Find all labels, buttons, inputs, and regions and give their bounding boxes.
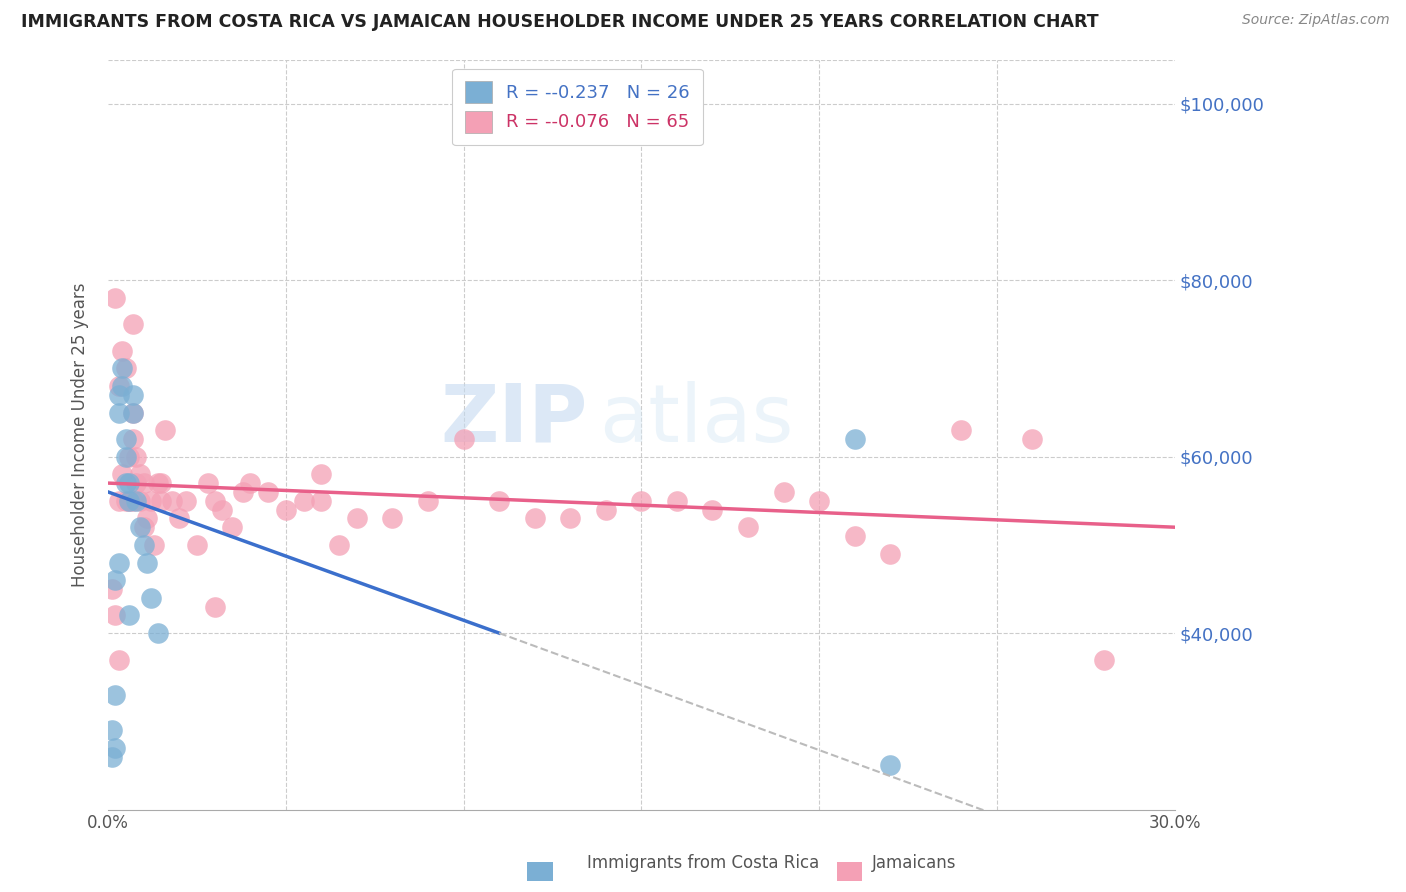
Point — [143, 538, 166, 552]
Point — [129, 493, 152, 508]
Point — [737, 520, 759, 534]
Point — [146, 626, 169, 640]
Point — [257, 484, 280, 499]
Point — [122, 405, 145, 419]
Point — [111, 467, 134, 482]
Legend: R = --0.237   N = 26, R = --0.076   N = 65: R = --0.237 N = 26, R = --0.076 N = 65 — [453, 69, 703, 145]
Point — [879, 547, 901, 561]
Point — [111, 361, 134, 376]
Point — [136, 556, 159, 570]
Point — [111, 379, 134, 393]
Point — [232, 484, 254, 499]
Point — [239, 476, 262, 491]
Point — [114, 493, 136, 508]
Point — [118, 476, 141, 491]
Point — [114, 361, 136, 376]
Point — [122, 405, 145, 419]
Point — [114, 450, 136, 464]
Point — [139, 493, 162, 508]
Point — [167, 511, 190, 525]
Point — [292, 493, 315, 508]
Point — [950, 423, 973, 437]
Point — [122, 318, 145, 332]
Point — [346, 511, 368, 525]
Point — [523, 511, 546, 525]
Y-axis label: Householder Income Under 25 years: Householder Income Under 25 years — [72, 283, 89, 587]
Point — [107, 405, 129, 419]
Point — [118, 493, 141, 508]
Text: Immigrants from Costa Rica: Immigrants from Costa Rica — [586, 855, 820, 872]
Point — [844, 432, 866, 446]
Point — [107, 379, 129, 393]
Text: atlas: atlas — [599, 381, 793, 458]
Point — [630, 493, 652, 508]
Point — [146, 476, 169, 491]
Point — [844, 529, 866, 543]
Point — [328, 538, 350, 552]
Point — [453, 432, 475, 446]
Point — [204, 493, 226, 508]
Text: Source: ZipAtlas.com: Source: ZipAtlas.com — [1241, 13, 1389, 28]
Text: IMMIGRANTS FROM COSTA RICA VS JAMAICAN HOUSEHOLDER INCOME UNDER 25 YEARS CORRELA: IMMIGRANTS FROM COSTA RICA VS JAMAICAN H… — [21, 13, 1098, 31]
Point — [107, 388, 129, 402]
Point — [595, 502, 617, 516]
Point — [100, 723, 122, 738]
Point — [1092, 652, 1115, 666]
Point — [488, 493, 510, 508]
Point — [311, 493, 333, 508]
Point — [107, 493, 129, 508]
Point — [879, 758, 901, 772]
Point — [150, 476, 173, 491]
Point — [311, 467, 333, 482]
Point — [118, 450, 141, 464]
Text: Jamaicans: Jamaicans — [872, 855, 956, 872]
Point — [665, 493, 688, 508]
Point — [136, 511, 159, 525]
Point — [100, 582, 122, 596]
Point — [416, 493, 439, 508]
Point — [772, 484, 794, 499]
Point — [111, 343, 134, 358]
Point — [221, 520, 243, 534]
Point — [1021, 432, 1043, 446]
Point — [204, 599, 226, 614]
Point — [139, 591, 162, 605]
Point — [122, 432, 145, 446]
Point — [125, 450, 148, 464]
Point — [122, 388, 145, 402]
Point — [125, 493, 148, 508]
Point — [104, 291, 127, 305]
Point — [560, 511, 582, 525]
Point — [153, 423, 176, 437]
Text: ZIP: ZIP — [440, 381, 588, 458]
Point — [129, 467, 152, 482]
Point — [197, 476, 219, 491]
Point — [100, 749, 122, 764]
Point — [104, 573, 127, 587]
Point — [132, 476, 155, 491]
Point — [274, 502, 297, 516]
Point — [186, 538, 208, 552]
Point — [160, 493, 183, 508]
Point — [104, 688, 127, 702]
Point — [122, 493, 145, 508]
Point — [702, 502, 724, 516]
Point — [125, 476, 148, 491]
Point — [174, 493, 197, 508]
Point — [132, 520, 155, 534]
Point — [107, 652, 129, 666]
Point — [104, 740, 127, 755]
Point — [150, 493, 173, 508]
Point — [129, 520, 152, 534]
Point — [381, 511, 404, 525]
Point — [107, 556, 129, 570]
Point — [118, 608, 141, 623]
Point — [808, 493, 831, 508]
Point — [118, 493, 141, 508]
Point — [132, 538, 155, 552]
Point — [104, 608, 127, 623]
Point — [211, 502, 233, 516]
Point — [114, 476, 136, 491]
Point — [114, 432, 136, 446]
